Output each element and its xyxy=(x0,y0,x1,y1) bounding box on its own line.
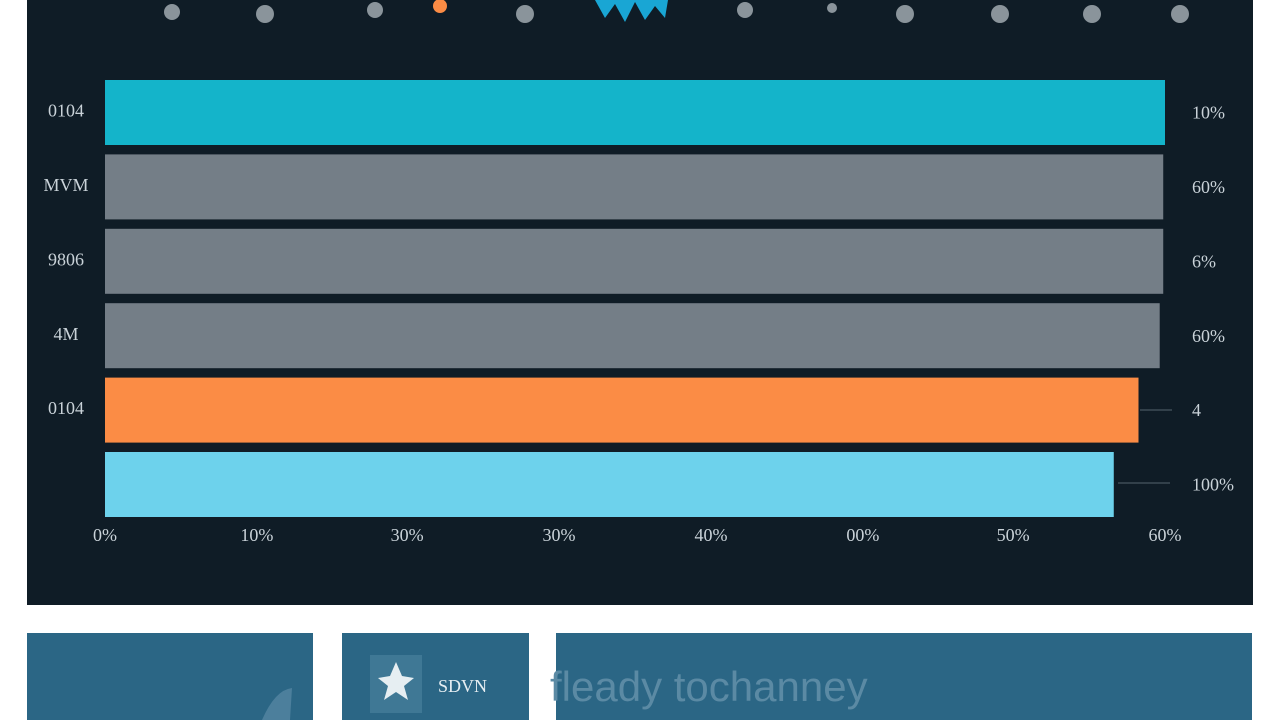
right-label: 60% xyxy=(1192,177,1225,197)
right-label: 4 xyxy=(1192,400,1201,420)
panel-shape xyxy=(262,688,292,720)
x-tick-label: 40% xyxy=(694,525,727,545)
category-label: MVM xyxy=(43,175,88,195)
panel xyxy=(27,633,313,720)
bar xyxy=(105,228,1164,294)
x-tick-label: 30% xyxy=(391,525,424,545)
bar xyxy=(105,452,1114,517)
category-label: 0104 xyxy=(48,398,84,418)
x-tick-label: 30% xyxy=(543,525,576,545)
bar xyxy=(105,303,1160,369)
x-tick-label: 60% xyxy=(1149,525,1182,545)
star-icon xyxy=(378,662,414,700)
x-tick-label: 00% xyxy=(846,525,879,545)
bar xyxy=(105,80,1165,145)
x-tick-label: 50% xyxy=(997,525,1030,545)
icon-row xyxy=(164,0,1189,23)
panel xyxy=(556,633,1252,720)
right-label: 60% xyxy=(1192,326,1225,346)
bar-chart: 0% 10% 30% 30% 40% 00% 50% 60% 0104 10% MVM 60% 9806… xyxy=(43,80,1234,545)
bar xyxy=(105,377,1139,443)
panel-heading: fleady tochanney xyxy=(550,663,868,710)
bar xyxy=(105,154,1164,220)
x-tick-label: 0% xyxy=(93,525,117,545)
right-label: 100% xyxy=(1192,475,1234,495)
category-label: 9806 xyxy=(48,249,84,269)
x-tick-label: 10% xyxy=(240,525,273,545)
right-label: 10% xyxy=(1192,103,1225,123)
category-label: 4M xyxy=(53,324,78,344)
right-label: 6% xyxy=(1192,251,1216,271)
panel-label: SDVN xyxy=(438,676,487,696)
category-label: 0104 xyxy=(48,101,84,121)
